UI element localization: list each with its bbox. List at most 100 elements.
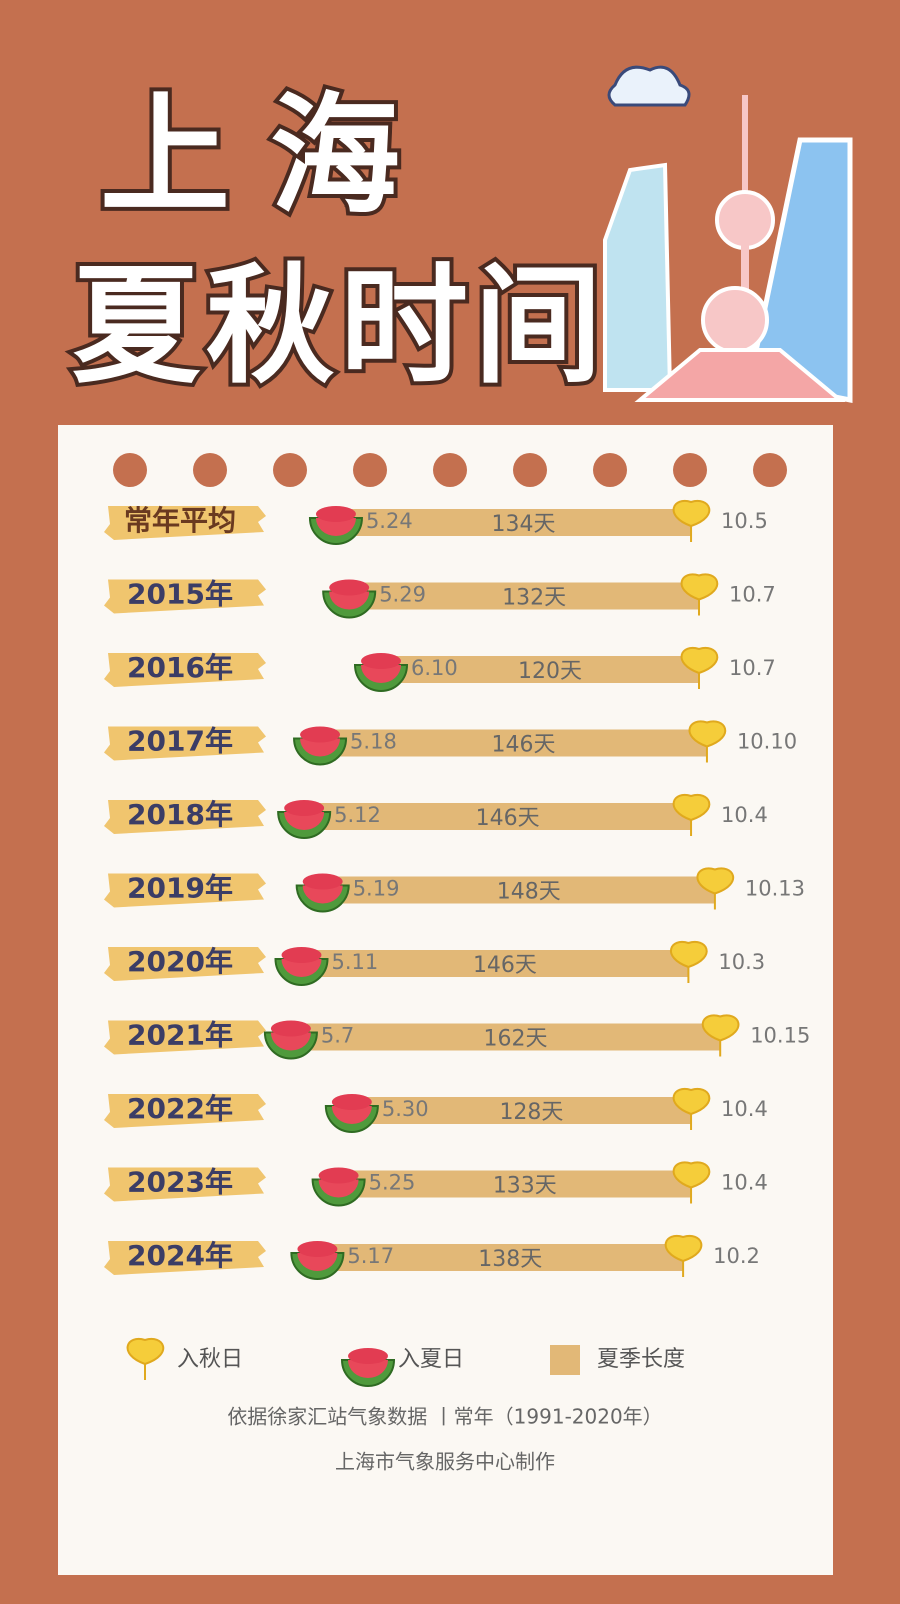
- category-label: 2017年: [127, 725, 233, 758]
- autumn-icon: [672, 1161, 711, 1204]
- summer-icon: [348, 1360, 388, 1378]
- title: 上海: [100, 80, 440, 232]
- hole: [593, 453, 627, 487]
- summer-icon: [331, 1106, 372, 1124]
- category-label: 常年平均: [124, 504, 236, 537]
- summer-icon: [302, 873, 343, 890]
- start-date: 5.7: [321, 1024, 354, 1048]
- summer-bar: [322, 876, 715, 904]
- autumn-icon: [680, 573, 719, 616]
- category-label: 2018年: [127, 798, 233, 831]
- subtitle: 夏秋时间: [72, 252, 608, 401]
- summer-icon: [270, 1032, 311, 1051]
- autumn-icon: [664, 1234, 703, 1277]
- start-date: 5.18: [350, 730, 397, 754]
- label-brush: [104, 873, 266, 908]
- end-date: 10.4: [721, 1097, 768, 1121]
- summer-icon: [284, 812, 325, 830]
- end-date: 10.4: [721, 1171, 768, 1195]
- summer-icon: [329, 579, 370, 596]
- hole: [353, 453, 387, 487]
- category-label: 2023年: [127, 1166, 233, 1199]
- day-count: 133天: [493, 1174, 557, 1199]
- end-date: 10.5: [721, 509, 768, 533]
- summer-bar: [320, 729, 707, 757]
- start-date: 6.10: [411, 656, 458, 680]
- label-brush: [104, 653, 266, 687]
- summer-bar: [317, 1244, 684, 1271]
- category-label: 2024年: [127, 1239, 233, 1272]
- legend-label: 入秋日: [177, 1347, 243, 1372]
- summer-icon: [270, 1020, 311, 1037]
- start-date: 5.29: [379, 583, 426, 607]
- end-date: 10.13: [745, 877, 805, 901]
- autumn-icon: [696, 867, 735, 910]
- start-date: 5.19: [353, 877, 400, 901]
- summer-icon: [297, 1241, 338, 1257]
- legend-label: 入夏日: [398, 1347, 464, 1372]
- start-date: 5.25: [369, 1171, 416, 1195]
- summer-icon: [361, 653, 401, 669]
- legend-swatch: [550, 1345, 580, 1375]
- day-count: 162天: [484, 1027, 548, 1052]
- day-count: 120天: [518, 659, 582, 684]
- summer-icon: [300, 738, 341, 757]
- day-count: 146天: [492, 733, 556, 758]
- end-date: 10.4: [721, 803, 768, 827]
- end-date: 10.7: [729, 656, 776, 680]
- start-date: 5.11: [332, 950, 379, 974]
- start-date: 5.30: [382, 1097, 429, 1121]
- category-label: 2015年: [127, 578, 233, 611]
- paper: [58, 425, 833, 1575]
- autumn-icon: [672, 1087, 711, 1130]
- autumn-icon: [669, 940, 708, 983]
- summer-icon: [281, 959, 322, 977]
- source-note: 依据徐家汇站气象数据 丨常年（1991-2020年）: [227, 1405, 662, 1429]
- label-brush: [104, 1241, 266, 1275]
- label-brush: [104, 726, 266, 761]
- legend-label: 夏季长度: [597, 1347, 685, 1372]
- autumn-icon: [680, 646, 719, 689]
- summer-icon: [300, 726, 341, 743]
- hole: [513, 453, 547, 487]
- binder-holes: [113, 453, 787, 487]
- category-label: 2016年: [127, 651, 233, 684]
- day-count: 134天: [492, 512, 556, 537]
- summer-icon: [302, 885, 343, 904]
- start-date: 5.24: [366, 509, 413, 533]
- hole: [753, 453, 787, 487]
- summer-icon: [297, 1253, 338, 1271]
- summer-icon: [361, 665, 401, 683]
- label-brush: [104, 947, 266, 981]
- summer-icon: [318, 1167, 359, 1184]
- hole: [673, 453, 707, 487]
- summer-icon: [281, 947, 322, 963]
- label-brush: [104, 1020, 266, 1055]
- day-count: 132天: [502, 586, 566, 611]
- autumn-icon: [126, 1337, 165, 1380]
- hole: [433, 453, 467, 487]
- autumn-icon: [672, 793, 711, 836]
- start-date: 5.12: [334, 803, 381, 827]
- summer-bar: [351, 1097, 692, 1124]
- end-date: 10.10: [737, 730, 797, 754]
- autumn-icon: [672, 499, 711, 542]
- label-brush: [104, 579, 266, 614]
- summer-icon: [315, 518, 356, 536]
- category-label: 2019年: [127, 872, 233, 905]
- end-date: 10.2: [713, 1244, 760, 1268]
- label-brush: [104, 1094, 266, 1128]
- day-count: 146天: [476, 806, 540, 831]
- summer-bar: [349, 582, 699, 610]
- summer-bar: [335, 509, 692, 536]
- summer-icon: [318, 1179, 359, 1198]
- category-label: 2022年: [127, 1092, 233, 1125]
- source-note: 上海市气象服务中心制作: [335, 1450, 555, 1474]
- summer-icon: [331, 1094, 372, 1110]
- summer-bar: [338, 1170, 692, 1198]
- summer-bar: [381, 656, 699, 683]
- summer-icon: [348, 1348, 388, 1364]
- day-count: 128天: [499, 1100, 563, 1125]
- label-brush: [104, 1167, 266, 1202]
- label-brush: [104, 506, 266, 540]
